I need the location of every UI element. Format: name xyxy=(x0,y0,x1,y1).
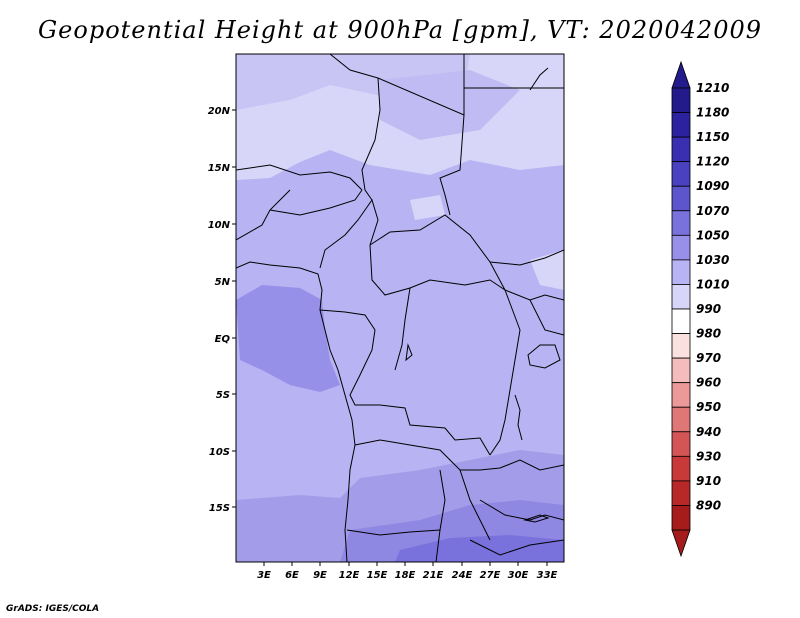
lon-label: 3E xyxy=(257,570,271,581)
colorbar-segment xyxy=(671,87,691,113)
lat-tick: 5N xyxy=(215,277,236,288)
colorbar: 1210 1180 1150 1120 1090 1070 1050 1030 1010 990 9… xyxy=(671,60,729,558)
colorbar-label: 1070 xyxy=(696,204,729,218)
colorbar-segment xyxy=(671,455,691,482)
colorbar-label: 960 xyxy=(696,376,721,390)
latitude-axis: 20N 15N 10N 5N EQ 5S 10S 15S xyxy=(208,106,236,514)
lon-tick: 6E xyxy=(285,562,299,581)
lat-tick: 5S xyxy=(216,390,236,401)
colorbar-label: 970 xyxy=(696,351,721,365)
colorbar-segment xyxy=(671,333,691,359)
colorbar-label: 1030 xyxy=(696,253,729,267)
lon-label: 24E xyxy=(452,570,473,581)
lat-label: 10S xyxy=(209,447,230,458)
colorbar-label: 980 xyxy=(696,327,721,341)
colorbar-label: 930 xyxy=(696,449,721,463)
colorbar-label: 1090 xyxy=(696,179,729,193)
lon-label: 21E xyxy=(423,570,444,581)
colorbar-label: 1120 xyxy=(696,155,729,169)
colorbar-segment xyxy=(671,431,691,457)
lon-label: 30E xyxy=(508,570,529,581)
lat-tick: 15S xyxy=(209,503,236,514)
colorbar-segment xyxy=(671,234,691,261)
lon-label: 33E xyxy=(537,570,558,581)
colorbar-segment xyxy=(671,259,691,285)
lon-label: 18E xyxy=(395,570,416,581)
lat-tick: 10N xyxy=(208,220,236,231)
colorbar-segment xyxy=(671,136,691,163)
colorbar-segment xyxy=(671,185,691,212)
country-borders xyxy=(236,54,564,562)
lat-label: 15N xyxy=(208,163,231,174)
lon-tick: 30E xyxy=(508,562,529,581)
lat-tick: 15N xyxy=(208,163,236,174)
lon-label: 9E xyxy=(313,570,327,581)
colorbar-segment xyxy=(671,210,691,236)
lon-label: 6E xyxy=(285,570,299,581)
lon-tick: 21E xyxy=(423,562,444,581)
colorbar-segment xyxy=(671,406,691,433)
colorbar-label: 1010 xyxy=(696,277,729,291)
lat-label: 15S xyxy=(209,503,230,514)
lon-label: 15E xyxy=(367,570,388,581)
lon-tick: 9E xyxy=(313,562,327,581)
colorbar-segment xyxy=(671,505,691,531)
longitude-axis: 3E 6E 9E 12E 15E 18E 21E 24E 27E 30E 33E xyxy=(257,562,558,581)
colorbar-label: 990 xyxy=(696,302,721,316)
chart-title: Geopotential Height at 900hPa [gpm], VT:… xyxy=(38,16,762,44)
colorbar-segment xyxy=(671,161,691,187)
lat-label: 20N xyxy=(208,106,231,117)
colorbar-label: 1150 xyxy=(696,130,729,144)
map-fill xyxy=(236,54,564,562)
lat-tick: EQ xyxy=(215,334,236,345)
lon-tick: 3E xyxy=(257,562,271,581)
lon-tick: 27E xyxy=(480,562,501,581)
colorbar-label: 910 xyxy=(696,474,721,488)
map-frame xyxy=(235,53,565,563)
lon-tick: 18E xyxy=(395,562,416,581)
colorbar-label: 950 xyxy=(696,400,721,414)
colorbar-segment xyxy=(671,112,691,138)
lat-label: 5S xyxy=(216,390,230,401)
colorbar-segment xyxy=(671,357,691,384)
lon-tick: 24E xyxy=(452,562,473,581)
lat-tick: 20N xyxy=(208,106,236,117)
grads-credit: GrADS: IGES/COLA xyxy=(6,604,100,614)
lon-tick: 33E xyxy=(537,562,558,581)
lat-tick: 10S xyxy=(209,447,236,458)
colorbar-segment xyxy=(671,480,691,506)
lon-tick: 12E xyxy=(339,562,360,581)
colorbar-segment xyxy=(671,308,691,334)
colorbar-label: 1180 xyxy=(696,106,729,120)
colorbar-label: 940 xyxy=(696,425,721,439)
lon-label: 27E xyxy=(480,570,501,581)
lon-tick: 15E xyxy=(367,562,388,581)
lat-label: 10N xyxy=(208,220,231,231)
lon-label: 12E xyxy=(339,570,360,581)
lat-label: 5N xyxy=(215,277,231,288)
colorbar-top-arrow xyxy=(671,60,691,89)
colorbar-label: 890 xyxy=(696,498,721,512)
colorbar-label: 1050 xyxy=(696,228,729,242)
colorbar-bottom-arrow xyxy=(671,529,691,558)
lat-label: EQ xyxy=(215,334,231,345)
colorbar-segment xyxy=(671,382,691,408)
colorbar-label: 1210 xyxy=(696,81,729,95)
colorbar-segment xyxy=(671,284,691,310)
